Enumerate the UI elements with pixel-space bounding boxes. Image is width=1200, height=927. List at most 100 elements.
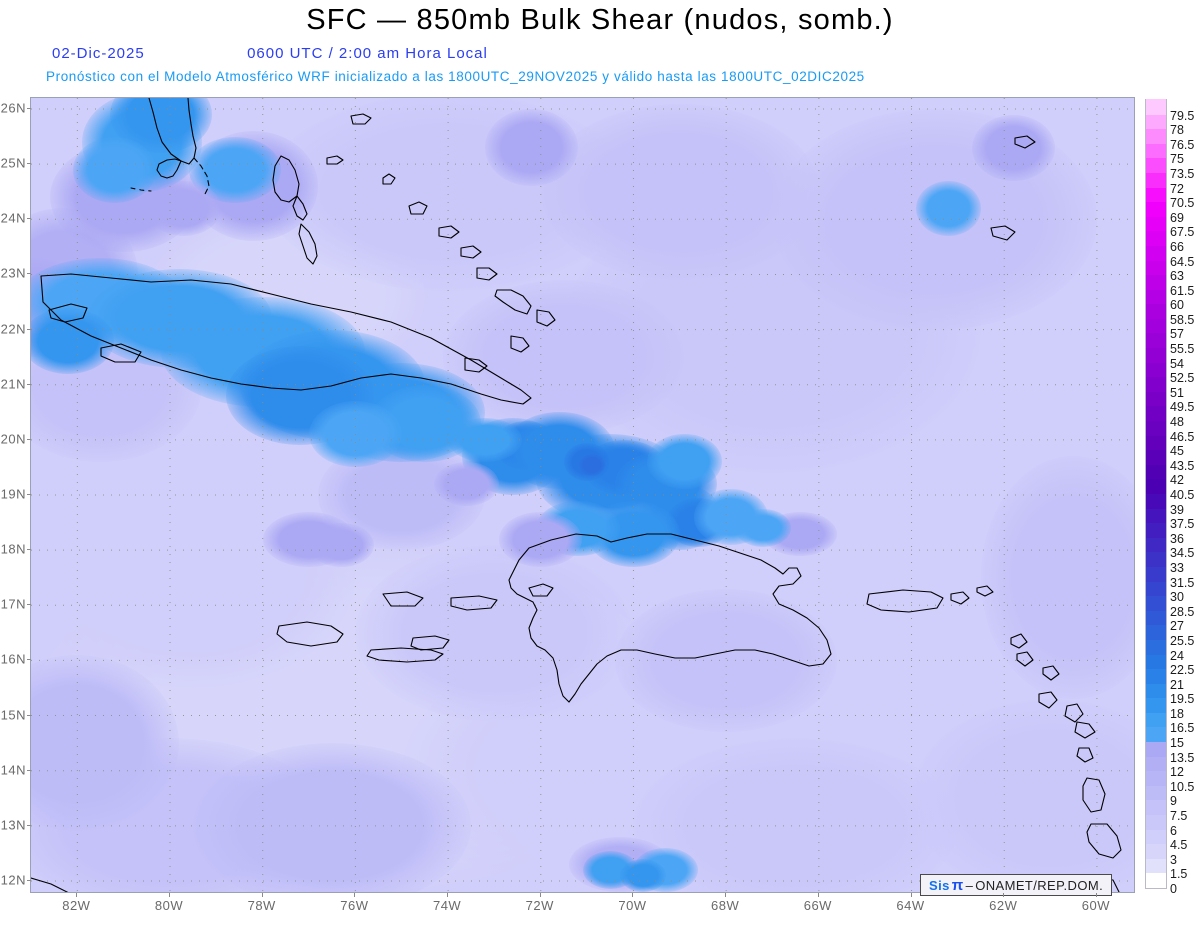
y-axis-label: 16N bbox=[0, 651, 26, 667]
colorbar-swatch bbox=[1146, 566, 1166, 582]
y-axis-label: 22N bbox=[0, 321, 26, 337]
agency-logo-badge: Sis π – ONAMET/REP.DOM. bbox=[920, 874, 1113, 896]
colorbar-tick-label: 37.5 bbox=[1170, 517, 1195, 532]
colorbar-tick-labels: 0 1.5 3 4.5 6 7.5 9 10.5 12 13.5 15 16.5 18 19.5 21 22.… bbox=[1170, 99, 1200, 896]
colorbar-swatch bbox=[1146, 522, 1166, 538]
coast-anguilla bbox=[1010, 633, 1028, 649]
colorbar-tick-label: 75 bbox=[1170, 152, 1184, 167]
y-axis-tick bbox=[27, 549, 31, 551]
shear-contour-blob bbox=[355, 544, 634, 722]
colorbar-tick-label: 24 bbox=[1170, 648, 1184, 663]
coast-bahama-5 bbox=[382, 173, 396, 185]
coast-andros bbox=[272, 155, 300, 203]
coastline-overlay bbox=[31, 98, 1122, 892]
shear-contour-blob bbox=[735, 508, 792, 548]
colorbar-tick-label: 13.5 bbox=[1170, 750, 1195, 765]
coast-isla-juventud bbox=[100, 343, 142, 363]
forecast-time: 0600 UTC / 2:00 am Hora Local bbox=[247, 45, 488, 62]
colorbar-tick-label: 49.5 bbox=[1170, 400, 1195, 415]
colorbar-swatch bbox=[1146, 872, 1166, 888]
shear-contour-blob bbox=[916, 180, 982, 236]
colorbar-tick-label: 9 bbox=[1170, 794, 1177, 809]
coast-barbuda bbox=[1042, 665, 1060, 681]
colorbar-swatch bbox=[1146, 610, 1166, 626]
coast-tortue bbox=[382, 591, 424, 607]
y-axis-label: 12N bbox=[0, 872, 26, 888]
colorbar-tick-label: 40.5 bbox=[1170, 488, 1195, 502]
colorbar-tick-label: 73.5 bbox=[1170, 166, 1195, 181]
coast-bahama-6 bbox=[408, 201, 428, 215]
y-axis-tick bbox=[27, 273, 31, 275]
colorbar-swatch bbox=[1146, 756, 1166, 772]
x-axis-tick bbox=[447, 893, 449, 897]
coast-cuba bbox=[40, 273, 532, 405]
coast-central-america bbox=[31, 877, 69, 892]
colorbar-swatch bbox=[1146, 201, 1166, 217]
colorbar-tick-label: 61.5 bbox=[1170, 283, 1195, 298]
y-axis-tick bbox=[27, 659, 31, 661]
y-axis-label: 23N bbox=[0, 265, 26, 281]
colorbar-swatch bbox=[1146, 829, 1166, 845]
x-axis-tick bbox=[1095, 893, 1097, 897]
colorbar-tick-label: 66 bbox=[1170, 239, 1184, 254]
colorbar-swatch bbox=[1146, 143, 1166, 159]
shear-contour-blob bbox=[434, 461, 500, 507]
x-axis-label: 64W bbox=[896, 898, 925, 913]
x-axis-label: 76W bbox=[340, 898, 369, 913]
coast-florida bbox=[148, 98, 197, 165]
colorbar-tick-label: 3 bbox=[1170, 852, 1177, 867]
x-axis-tick bbox=[910, 893, 912, 897]
logo-separator: – bbox=[965, 878, 974, 893]
colorbar-tick-label: 51 bbox=[1170, 385, 1184, 400]
coast-north-cay-2 bbox=[1014, 135, 1036, 149]
colorbar-tick-label: 7.5 bbox=[1170, 809, 1188, 824]
y-axis-label: 19N bbox=[0, 486, 26, 502]
shear-contour-blob bbox=[146, 180, 221, 236]
coast-gonave bbox=[450, 595, 498, 611]
x-axis-label: 62W bbox=[989, 898, 1018, 913]
x-axis-tick bbox=[817, 893, 819, 897]
shear-contour-blob bbox=[31, 307, 115, 374]
x-axis-label: 60W bbox=[1081, 898, 1111, 913]
colorbar-tick-label: 28.5 bbox=[1170, 604, 1195, 619]
x-axis-label: 78W bbox=[247, 898, 276, 913]
colorbar-swatch bbox=[1146, 405, 1166, 422]
colorbar-swatch bbox=[1146, 245, 1166, 261]
colorbar-swatch bbox=[1146, 770, 1166, 786]
colorbar-swatch bbox=[1146, 551, 1166, 567]
colorbar-tick-label: 15 bbox=[1170, 736, 1184, 751]
colorbar-tick-label: 21 bbox=[1170, 677, 1184, 692]
coast-haiti-south-pen bbox=[410, 635, 450, 651]
colorbar-tick-label: 27 bbox=[1170, 619, 1184, 634]
y-axis-tick bbox=[27, 604, 31, 606]
colorbar-tick-label: 45 bbox=[1170, 444, 1184, 459]
colorbar-swatch bbox=[1146, 653, 1166, 670]
colorbar-swatch bbox=[1146, 595, 1166, 611]
y-axis-label: 13N bbox=[0, 817, 26, 833]
shear-contour-blob bbox=[72, 136, 157, 203]
colorbar-tick-label: 64.5 bbox=[1170, 254, 1195, 269]
shear-contour-blob bbox=[971, 114, 1056, 181]
y-axis-label: 21N bbox=[0, 376, 26, 392]
colorbar-tick-label: 70.5 bbox=[1170, 196, 1195, 211]
colorbar-tick-label: 46.5 bbox=[1170, 429, 1195, 444]
colorbar-swatch bbox=[1146, 216, 1166, 232]
x-axis-label: 68W bbox=[711, 898, 740, 913]
colorbar-swatch bbox=[1146, 478, 1166, 494]
colorbar-tick-label: 4.5 bbox=[1170, 838, 1188, 853]
colorbar-swatch bbox=[1146, 391, 1166, 407]
x-axis-tick bbox=[169, 893, 171, 897]
colorbar-tick-label: 30 bbox=[1170, 590, 1184, 605]
x-axis-tick bbox=[261, 893, 263, 897]
colorbar-swatch bbox=[1146, 464, 1166, 480]
colorbar-tick-label: 31.5 bbox=[1170, 575, 1195, 590]
shear-contour-blob bbox=[540, 103, 819, 280]
map-panel[interactable] bbox=[30, 97, 1135, 893]
colorbar-swatch bbox=[1146, 172, 1166, 188]
coast-bahama-4 bbox=[350, 113, 372, 125]
colorbar-swatch bbox=[1146, 668, 1166, 684]
x-axis-label: 66W bbox=[803, 898, 832, 913]
colorbar-swatch bbox=[1146, 157, 1166, 173]
colorbar-swatch bbox=[1146, 114, 1166, 130]
coast-keys-west bbox=[130, 187, 152, 192]
